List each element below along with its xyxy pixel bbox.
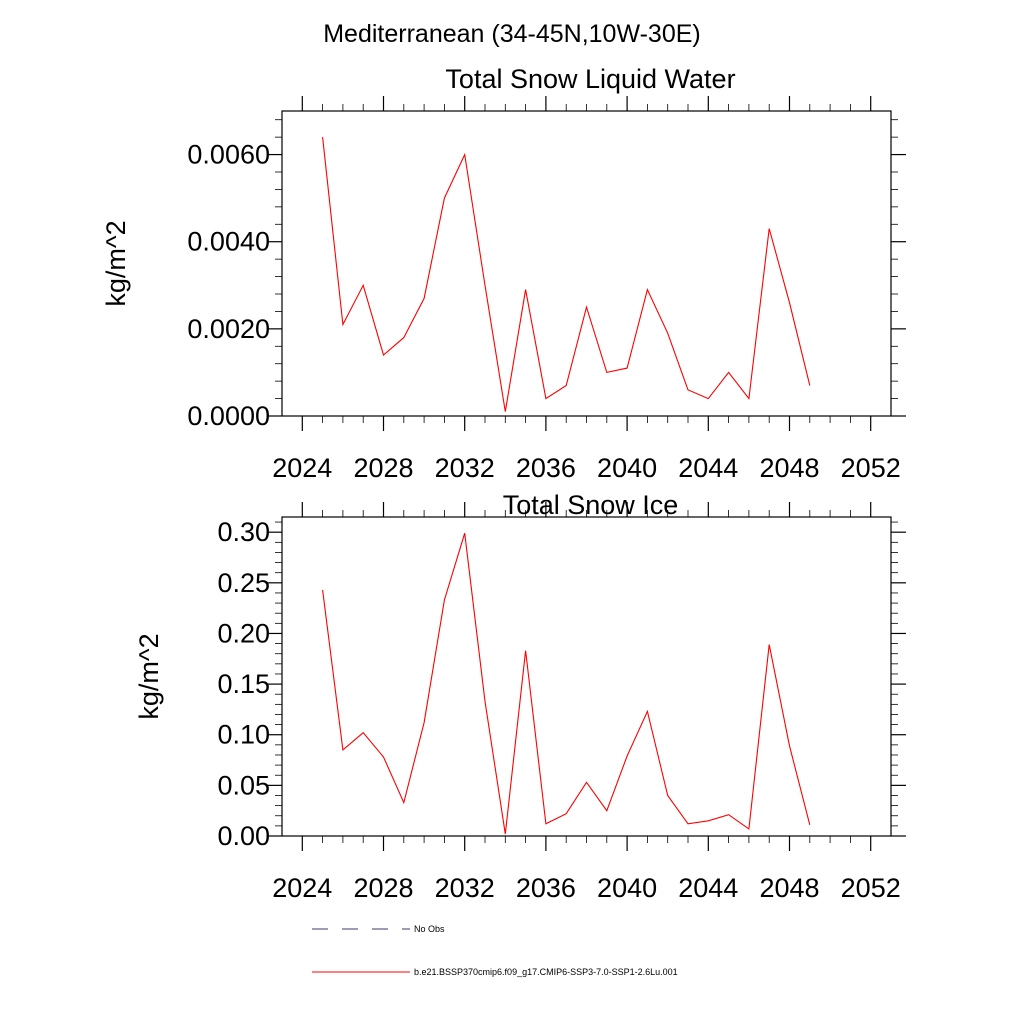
legend-label: b.e21.BSSP370cmip6.f09_g17.CMIP6-SSP3-7.… [414, 967, 678, 977]
x-tick-label: 2052 [841, 873, 901, 903]
data-point [747, 397, 750, 400]
data-point [565, 812, 568, 815]
x-tick-label: 2040 [597, 453, 657, 483]
legend: No Obs b.e21.BSSP370cmip6.f09_g17.CMIP6-S… [312, 924, 678, 977]
data-point [321, 588, 324, 591]
plot-frame [281, 110, 892, 417]
data-point [687, 822, 690, 825]
chart-title: Total Snow Ice [503, 490, 679, 520]
data-point [788, 301, 791, 304]
data-point [768, 643, 771, 646]
data-point [666, 794, 669, 797]
data-point [341, 323, 344, 326]
y-tick-label: 0.15 [217, 669, 270, 699]
data-point [808, 384, 811, 387]
data-point [341, 748, 344, 751]
legend-label: No Obs [414, 924, 445, 934]
data-point [646, 288, 649, 291]
data-point [727, 371, 730, 374]
y-tick-label: 0.20 [217, 618, 270, 648]
y-tick-label: 0.10 [217, 720, 270, 750]
data-point [443, 197, 446, 200]
data-point [605, 809, 608, 812]
data-point [626, 754, 629, 757]
data-point [382, 354, 385, 357]
data-point [565, 384, 568, 387]
chart-panel-2: Total Snow Ice 2024 2028 2032 2036 2040 2044 20… [134, 490, 906, 903]
data-point [626, 367, 629, 370]
chart-title: Total Snow Liquid Water [445, 64, 735, 94]
x-tick-label: 2028 [353, 873, 413, 903]
data-point [707, 819, 710, 822]
data-point [321, 136, 324, 139]
data-point [727, 813, 730, 816]
data-point [504, 410, 507, 413]
x-tick-label: 2036 [516, 873, 576, 903]
data-point [666, 332, 669, 335]
data-point [544, 397, 547, 400]
x-tick-label: 2040 [597, 873, 657, 903]
data-point [544, 822, 547, 825]
y-axis-label: kg/m^2 [101, 220, 131, 306]
data-point [707, 397, 710, 400]
x-tick-label: 2032 [435, 873, 495, 903]
data-point [402, 801, 405, 804]
data-point [585, 306, 588, 309]
data-point [524, 288, 527, 291]
data-point [362, 731, 365, 734]
data-point [747, 827, 750, 830]
x-tick-label: 2048 [759, 873, 819, 903]
data-point [484, 284, 487, 287]
data-point [463, 153, 466, 156]
x-tick-label: 2024 [272, 453, 332, 483]
y-tick-label: 0.00 [217, 821, 270, 851]
x-tick-label: 2048 [759, 453, 819, 483]
x-tick-label: 2036 [516, 453, 576, 483]
data-point [524, 649, 527, 652]
y-axis-label: kg/m^2 [134, 633, 164, 719]
data-point [768, 227, 771, 230]
data-point [504, 832, 507, 835]
y-tick-label: 0.25 [217, 568, 270, 598]
data-point [402, 336, 405, 339]
data-point [362, 284, 365, 287]
x-tick-label: 2044 [678, 873, 738, 903]
x-tick-label: 2024 [272, 873, 332, 903]
data-point [808, 823, 811, 826]
data-point [423, 721, 426, 724]
figure-title: Mediterranean (34-45N,10W-30E) [323, 20, 701, 48]
data-point [646, 710, 649, 713]
data-point [423, 297, 426, 300]
data-point [788, 744, 791, 747]
data-point [687, 388, 690, 391]
y-tick-label: 0.0060 [187, 140, 270, 170]
y-tick-label: 0.0000 [187, 401, 270, 431]
data-point [382, 756, 385, 759]
x-tick-label: 2044 [678, 453, 738, 483]
chart-panel-1: Total Snow Liquid Water 2024 2028 2032 2036 2… [101, 64, 906, 483]
y-tick-label: 0.30 [217, 517, 270, 547]
series-line [322, 137, 811, 412]
data-point [463, 532, 466, 535]
data-point [605, 371, 608, 374]
data-point [443, 599, 446, 602]
x-tick-label: 2028 [353, 453, 413, 483]
y-tick-label: 0.0040 [187, 227, 270, 257]
y-tick-label: 0.0020 [187, 314, 270, 344]
plot-frame [281, 516, 892, 837]
y-tick-label: 0.05 [217, 770, 270, 800]
x-tick-label: 2032 [435, 453, 495, 483]
data-point [484, 700, 487, 703]
x-tick-label: 2052 [841, 453, 901, 483]
data-point [585, 781, 588, 784]
series-line [322, 533, 811, 835]
